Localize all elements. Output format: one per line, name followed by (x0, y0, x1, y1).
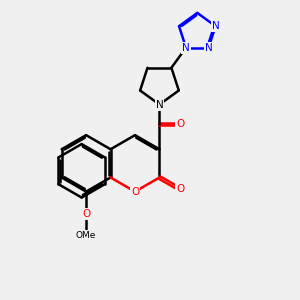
Text: OMe: OMe (76, 231, 96, 240)
Text: O: O (82, 209, 90, 219)
Text: N: N (182, 43, 190, 53)
Text: O: O (176, 119, 185, 129)
Text: N: N (156, 100, 163, 110)
Text: O: O (131, 187, 139, 196)
Text: N: N (205, 43, 212, 53)
Text: N: N (212, 21, 219, 31)
Text: O: O (176, 184, 184, 194)
